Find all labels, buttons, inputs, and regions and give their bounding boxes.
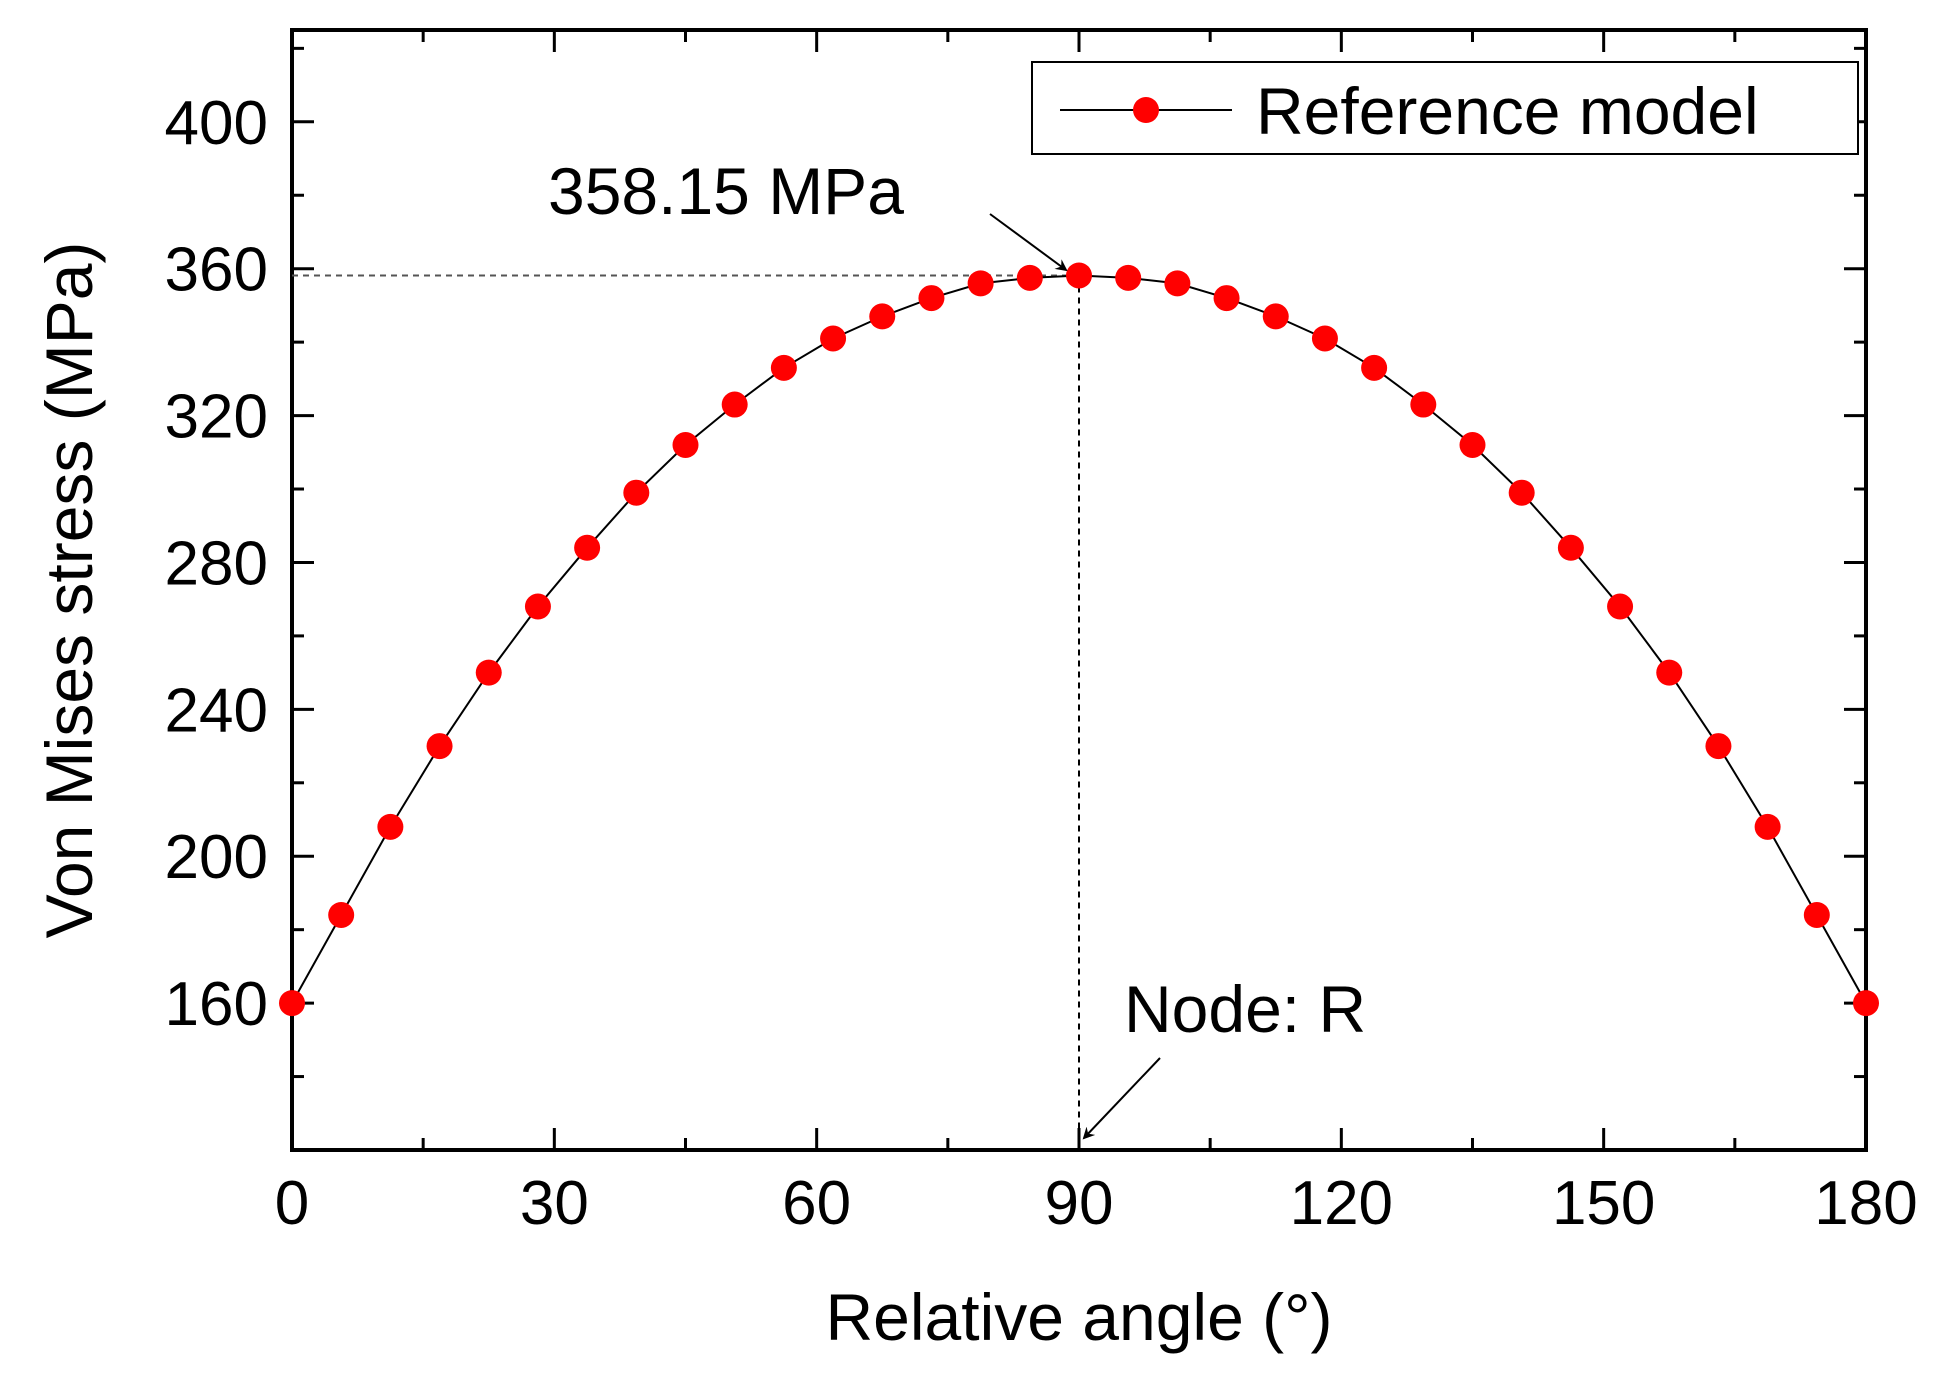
x-tick-label: 60 bbox=[782, 1169, 851, 1238]
data-point bbox=[426, 733, 453, 760]
data-point bbox=[279, 990, 305, 1017]
x-tick-label: 30 bbox=[520, 1169, 589, 1238]
y-axis-title: Von Mises stress (MPa) bbox=[32, 242, 106, 939]
data-point bbox=[1459, 431, 1486, 458]
data-point bbox=[721, 391, 748, 418]
data-point bbox=[1656, 659, 1683, 686]
data-point bbox=[1557, 534, 1584, 561]
max-value-annotation: 358.15 MPa bbox=[548, 154, 904, 228]
data-point bbox=[1705, 733, 1732, 760]
data-point bbox=[869, 303, 896, 330]
data-point bbox=[1754, 813, 1781, 840]
series-points-reference-model bbox=[279, 262, 1879, 1017]
legend-box bbox=[1031, 61, 1859, 155]
x-tick-label: 0 bbox=[275, 1169, 309, 1238]
data-point bbox=[1607, 593, 1634, 620]
y-tick-label: 160 bbox=[165, 970, 268, 1039]
y-tick-label: 240 bbox=[165, 676, 268, 745]
data-point bbox=[820, 325, 847, 352]
data-point bbox=[1016, 264, 1043, 291]
y-tick-label: 320 bbox=[165, 383, 268, 452]
x-tick-label: 90 bbox=[1045, 1169, 1114, 1238]
data-point bbox=[918, 285, 945, 312]
data-point bbox=[1066, 262, 1092, 289]
data-point bbox=[574, 534, 601, 561]
x-axis-title: Relative angle (°) bbox=[826, 1280, 1333, 1354]
data-point bbox=[1115, 264, 1142, 291]
legend-label: Reference model bbox=[1256, 74, 1759, 148]
data-point bbox=[1803, 901, 1830, 928]
y-tick-label: 400 bbox=[165, 89, 268, 158]
x-tick-label: 180 bbox=[1814, 1169, 1917, 1238]
data-point bbox=[967, 270, 994, 297]
data-point bbox=[770, 354, 797, 381]
data-point bbox=[328, 901, 355, 928]
data-point bbox=[1853, 990, 1879, 1017]
x-tick-label: 120 bbox=[1290, 1169, 1393, 1238]
data-point bbox=[672, 431, 699, 458]
legend: Reference model bbox=[1031, 61, 1859, 155]
data-point bbox=[1361, 354, 1388, 381]
data-point bbox=[1262, 303, 1289, 330]
data-point bbox=[1164, 270, 1191, 297]
max-value-arrow bbox=[989, 213, 1068, 272]
data-point bbox=[1213, 285, 1240, 312]
data-point bbox=[524, 593, 551, 620]
x-axis-ticks: 0 30 60 90 120 150 180 bbox=[275, 30, 1918, 1238]
y-tick-label: 200 bbox=[165, 823, 268, 892]
legend-marker bbox=[1133, 97, 1159, 123]
data-point bbox=[1508, 479, 1535, 506]
node-arrow bbox=[1082, 1057, 1161, 1140]
y-tick-label: 360 bbox=[165, 236, 268, 305]
node-annotation: Node: R bbox=[1124, 972, 1366, 1046]
data-point bbox=[623, 479, 650, 506]
x-tick-label: 150 bbox=[1552, 1169, 1655, 1238]
y-axis-ticks: 160 200 240 280 320 360 400 bbox=[165, 46, 1866, 1079]
data-point bbox=[1410, 391, 1437, 418]
data-point bbox=[475, 659, 502, 686]
data-point bbox=[1311, 325, 1338, 352]
data-point bbox=[377, 813, 404, 840]
y-tick-label: 280 bbox=[165, 529, 268, 598]
